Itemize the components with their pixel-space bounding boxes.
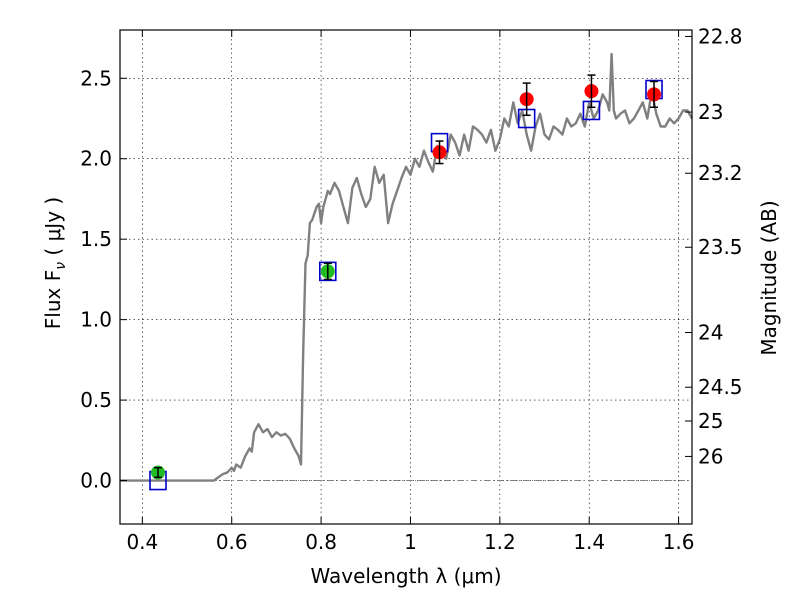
- y2-tick-label: 23.2: [698, 161, 743, 185]
- y2-tick-label: 26: [698, 444, 723, 468]
- y2-tick-label: 23: [698, 100, 723, 124]
- grid-layer: [120, 30, 692, 524]
- x-tick-label: 1.2: [484, 530, 516, 554]
- y2-tick-label: 25: [698, 409, 723, 433]
- y-axis-label-main: Flux F: [41, 270, 65, 329]
- x-tick-label: 1.6: [663, 530, 695, 554]
- x-tick-label: 0.8: [305, 530, 337, 554]
- y-axis-label-unit: ( μJy ): [41, 197, 65, 262]
- y-tick-label: 0.0: [80, 469, 112, 493]
- y-tick-label: 0.5: [80, 388, 112, 412]
- plot-frame: [119, 29, 693, 525]
- frame-layer: [119, 29, 693, 525]
- x-tick-label: 1.4: [573, 530, 605, 554]
- y-tick-label: 2.5: [80, 66, 112, 90]
- y2-axis-label: Magnitude (AB): [757, 200, 781, 355]
- y2-tick-label: 22.8: [698, 24, 743, 48]
- y-axis-label: Flux Fν ( μJy ): [41, 197, 69, 329]
- x-tick-label: 1: [404, 530, 417, 554]
- y2-tick-label: 24.5: [698, 375, 743, 399]
- y2-tick-label: 23.5: [698, 235, 743, 259]
- x-tick-label: 0.4: [126, 530, 158, 554]
- template-spectrum-line: [120, 52, 694, 482]
- x-tick-label: 0.6: [216, 530, 248, 554]
- points-layer: [149, 74, 663, 491]
- y-axis-label-subscript: ν: [53, 262, 69, 270]
- model-photometry-square: [318, 261, 337, 282]
- x-axis-label: Wavelength λ (μm): [310, 564, 501, 588]
- y-tick-label: 1.5: [80, 227, 112, 251]
- y2-tick-label: 24: [698, 321, 723, 345]
- spectrum-layer: [120, 52, 694, 482]
- ticks-layer: 0.4 0.6 0.8 1 1.2 1.4 1.6 0.0 0.5 1.0 1.5 2.0 2.5 22.…: [80, 24, 742, 554]
- y-tick-label: 2.0: [80, 147, 112, 171]
- y-tick-label: 1.0: [80, 308, 112, 332]
